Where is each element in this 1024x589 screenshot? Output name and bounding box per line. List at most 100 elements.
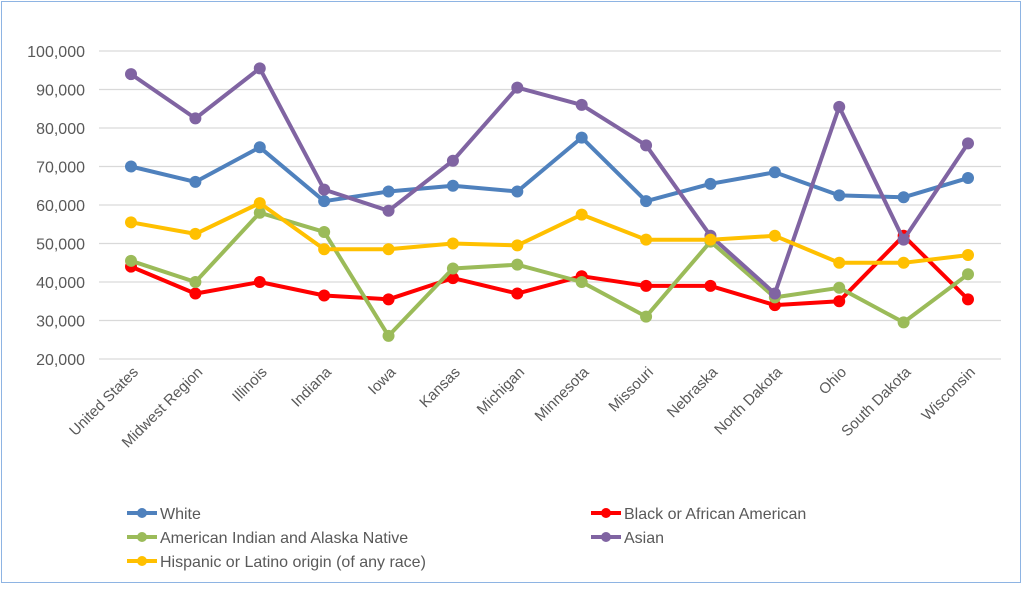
data-point-marker	[382, 329, 395, 342]
data-point-marker	[318, 289, 331, 302]
data-point-marker	[768, 166, 781, 179]
x-tick-label: Michigan	[474, 364, 528, 418]
x-tick-label: Nebraska	[664, 363, 722, 421]
legend-marker-icon	[137, 508, 147, 518]
legend-label: American Indian and Alaska Native	[160, 530, 408, 547]
data-series	[125, 62, 974, 342]
data-point-marker	[962, 268, 974, 281]
legend-marker-icon	[137, 532, 147, 542]
data-point-marker	[833, 295, 846, 308]
legend-label: Black or African American	[624, 506, 806, 523]
data-point-marker	[125, 68, 137, 81]
data-point-marker	[511, 185, 524, 198]
data-point-marker	[704, 233, 717, 246]
data-point-marker	[897, 191, 910, 204]
data-point-marker	[833, 256, 846, 269]
legend-marker-icon	[137, 556, 147, 566]
data-point-marker	[189, 227, 202, 240]
data-point-marker	[253, 276, 266, 288]
x-tick-label: North Dakota	[711, 363, 786, 438]
data-point-marker	[962, 172, 974, 185]
data-point-marker	[962, 137, 974, 150]
series-black-or-african-american	[125, 229, 974, 312]
x-tick-label: Iowa	[365, 363, 400, 398]
data-point-marker	[768, 287, 781, 300]
legend-item: Black or African American	[591, 506, 806, 523]
data-point-marker	[189, 276, 202, 288]
legend-marker-icon	[601, 508, 611, 518]
data-point-marker	[318, 225, 331, 238]
data-point-marker	[253, 62, 266, 75]
y-tick-label: 70,000	[36, 160, 85, 177]
data-point-marker	[382, 204, 395, 217]
data-point-marker	[962, 249, 974, 262]
data-point-marker	[382, 243, 395, 256]
data-point-marker	[833, 281, 846, 294]
data-point-marker	[897, 316, 910, 329]
y-tick-label: 30,000	[36, 314, 85, 331]
data-point-marker	[511, 81, 524, 94]
data-point-marker	[640, 195, 653, 208]
x-tick-label: Indiana	[288, 363, 335, 410]
x-tick-label: Illinois	[229, 364, 270, 405]
data-point-marker	[253, 197, 266, 210]
series-asian	[125, 62, 974, 300]
data-point-marker	[833, 189, 846, 202]
data-point-marker	[511, 258, 524, 271]
legend-item: Hispanic or Latino origin (of any race)	[127, 554, 426, 571]
series-american-indian-and-alaska-native	[125, 206, 974, 342]
data-point-marker	[575, 276, 588, 288]
data-point-marker	[768, 229, 781, 242]
data-point-marker	[704, 177, 717, 190]
series-line	[130, 210, 970, 338]
x-tick-label: Minnesota	[532, 363, 593, 424]
data-point-marker	[640, 233, 653, 246]
data-point-marker	[318, 243, 331, 256]
data-point-marker	[125, 254, 137, 267]
y-tick-label: 20,000	[36, 352, 85, 369]
data-point-marker	[318, 195, 331, 208]
data-point-marker	[640, 279, 653, 292]
data-point-marker	[253, 141, 266, 154]
data-point-marker	[575, 98, 588, 111]
series-line	[130, 233, 970, 308]
data-point-marker	[575, 131, 588, 144]
legend-label: Asian	[624, 530, 664, 547]
data-point-marker	[897, 233, 910, 246]
data-point-marker	[833, 100, 846, 113]
data-point-marker	[704, 279, 717, 292]
x-tick-label: Wisconsin	[918, 364, 978, 424]
x-tick-label: Kansas	[416, 364, 463, 411]
y-tick-label: 100,000	[27, 44, 85, 61]
series-white	[125, 131, 974, 208]
x-tick-label: South Dakota	[838, 363, 915, 440]
legend-item: American Indian and Alaska Native	[127, 530, 408, 547]
data-point-marker	[446, 154, 459, 167]
data-point-marker	[446, 262, 459, 275]
legend-item: Asian	[591, 530, 664, 547]
data-point-marker	[446, 272, 459, 285]
y-tick-label: 90,000	[36, 83, 85, 100]
y-tick-label: 40,000	[36, 275, 85, 292]
data-point-marker	[189, 112, 202, 125]
legend-item: White	[127, 506, 201, 523]
y-tick-label: 60,000	[36, 198, 85, 215]
data-point-marker	[897, 256, 910, 269]
y-axis-labels: 20,000 30,000 40,000 50,000 60,000 70,000 80,0…	[27, 44, 85, 369]
data-point-marker	[962, 293, 974, 306]
data-point-marker	[189, 175, 202, 188]
x-tick-label: Missouri	[605, 364, 657, 416]
data-point-marker	[511, 239, 524, 252]
series-line	[129, 66, 970, 296]
x-tick-label: Ohio	[816, 364, 850, 398]
data-point-marker	[575, 208, 588, 221]
series-hispanic-or-latino-origin-of-any-race-	[125, 197, 974, 269]
data-point-marker	[640, 139, 653, 152]
legend-label: Hispanic or Latino origin (of any race)	[160, 554, 426, 571]
legend-marker-icon	[601, 532, 611, 542]
data-point-marker	[511, 287, 524, 300]
series-line	[130, 135, 969, 204]
y-tick-label: 80,000	[36, 121, 85, 138]
